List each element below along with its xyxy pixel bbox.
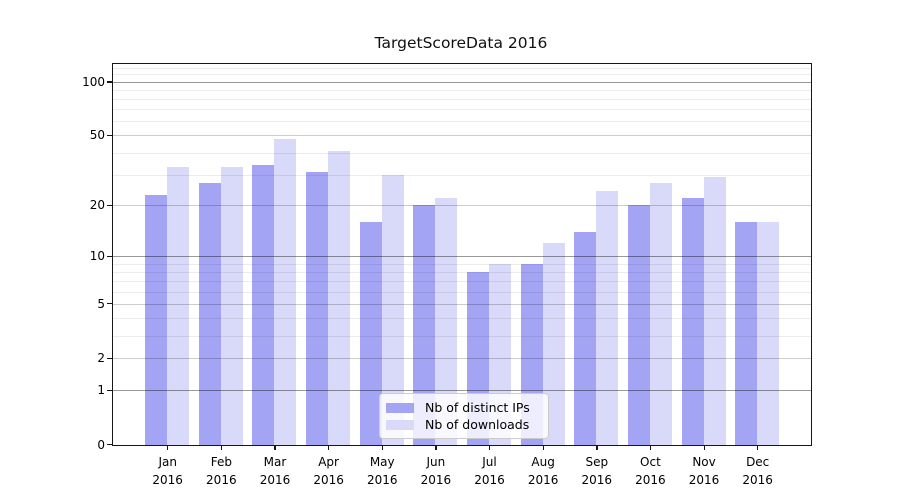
bar-downloads: [220, 167, 243, 445]
minor-gridline: [113, 99, 811, 101]
legend-swatch-downloads: [386, 419, 414, 430]
legend-entry-distinct-ips: Nb of distinct IPs: [386, 399, 542, 416]
y-tick-mark: [106, 303, 112, 305]
major-gridline: [113, 135, 811, 137]
y-tick-label: 100: [82, 74, 105, 89]
minor-gridline: [113, 271, 811, 273]
bar-downloads: [328, 150, 351, 445]
bar-distinct-ips: [627, 205, 650, 445]
y-tick-label: 2: [97, 351, 105, 366]
bar-downloads: [435, 198, 458, 445]
bar-downloads: [274, 138, 297, 445]
x-tick-mark: [757, 445, 759, 450]
minor-gridline: [113, 281, 811, 283]
bar-distinct-ips: [198, 182, 221, 445]
y-tick-mark: [106, 204, 112, 206]
y-tick-mark: [106, 81, 112, 83]
x-tick-label: Jan 2016: [152, 455, 183, 487]
x-tick-mark: [220, 445, 223, 450]
bar-downloads: [167, 167, 190, 445]
x-tick-label: Aug 2016: [527, 455, 559, 487]
x-tick-label: Nov 2016: [688, 455, 720, 487]
minor-gridline: [113, 89, 811, 91]
bar-downloads: [381, 174, 404, 445]
x-tick-mark: [703, 445, 705, 450]
bar-distinct-ips: [306, 172, 329, 445]
legend-label-downloads: Nb of downloads: [425, 417, 530, 432]
y-tick-mark: [106, 444, 112, 446]
chart-title: TargetScoreData 2016: [374, 34, 548, 52]
major-gridline: [113, 303, 811, 305]
y-tick-mark: [106, 389, 112, 391]
bar-downloads: [596, 191, 619, 445]
x-tick-label: Sep 2016: [581, 455, 613, 487]
bar-distinct-ips: [413, 205, 436, 445]
bar-distinct-ips: [252, 165, 275, 445]
bar-downloads: [649, 182, 672, 445]
x-tick-mark: [435, 445, 437, 450]
x-tick-label: May 2016: [366, 455, 398, 487]
legend-entry-downloads: Nb of downloads: [386, 416, 542, 433]
major-gridline: [113, 358, 811, 360]
bar-downloads: [757, 221, 780, 445]
x-tick-label: Dec 2016: [742, 455, 773, 487]
major-gridline: [113, 81, 811, 83]
x-tick-label: Apr 2016: [313, 455, 344, 487]
x-tick-mark: [542, 445, 544, 450]
bar-distinct-ips: [681, 198, 704, 445]
x-tick-mark: [328, 445, 330, 450]
y-tick-label: 20: [89, 198, 105, 213]
bar-downloads: [703, 177, 726, 445]
bar-distinct-ips: [735, 221, 758, 445]
x-tick-label: Jun 2016: [420, 455, 452, 487]
minor-gridline: [113, 174, 811, 176]
bar-distinct-ips: [574, 231, 597, 445]
y-tick-mark: [106, 255, 112, 257]
major-gridline: [113, 256, 811, 257]
y-tick-label: 50: [89, 128, 105, 143]
plot-area: 0 1 2 5 10 20 50 100 Jan 2016 Feb 2016 Mar 2016 Apr…: [82, 63, 812, 487]
minor-gridline: [113, 74, 811, 76]
minor-gridline: [113, 291, 811, 293]
legend: Nb of distinct IPs Nb of downloads: [379, 393, 549, 439]
minor-gridline: [113, 67, 811, 69]
y-tick-label: 5: [97, 296, 105, 311]
x-tick-mark: [381, 445, 384, 450]
y-tick-mark: [106, 134, 112, 137]
minor-gridline: [113, 152, 811, 154]
legend-label-distinct-ips: Nb of distinct IPs: [425, 400, 530, 415]
bar-distinct-ips: [359, 221, 382, 445]
minor-gridline: [113, 263, 811, 265]
minor-gridline: [113, 121, 811, 123]
bar-distinct-ips: [145, 194, 168, 445]
x-tick-mark: [167, 445, 169, 450]
x-tick-label: Mar 2016: [259, 455, 291, 487]
minor-gridline: [113, 317, 811, 319]
x-tick-label: Feb 2016: [206, 455, 237, 487]
x-tick-label: Oct 2016: [635, 455, 666, 487]
x-tick-mark: [274, 445, 276, 450]
x-tick-mark: [489, 445, 491, 450]
y-tick-mark: [106, 357, 112, 359]
y-tick-label: 1: [97, 383, 105, 397]
x-tick-mark: [596, 445, 598, 450]
x-tick-label: Jul 2016: [474, 455, 505, 487]
minor-gridline: [113, 109, 811, 111]
minor-gridline: [113, 335, 811, 337]
legend-swatch-distinct-ips: [386, 402, 414, 413]
y-tick-label: 0: [97, 437, 105, 452]
y-tick-label: 10: [89, 249, 105, 263]
x-tick-mark: [649, 445, 652, 450]
major-gridline: [113, 205, 811, 207]
major-gridline: [113, 390, 811, 391]
